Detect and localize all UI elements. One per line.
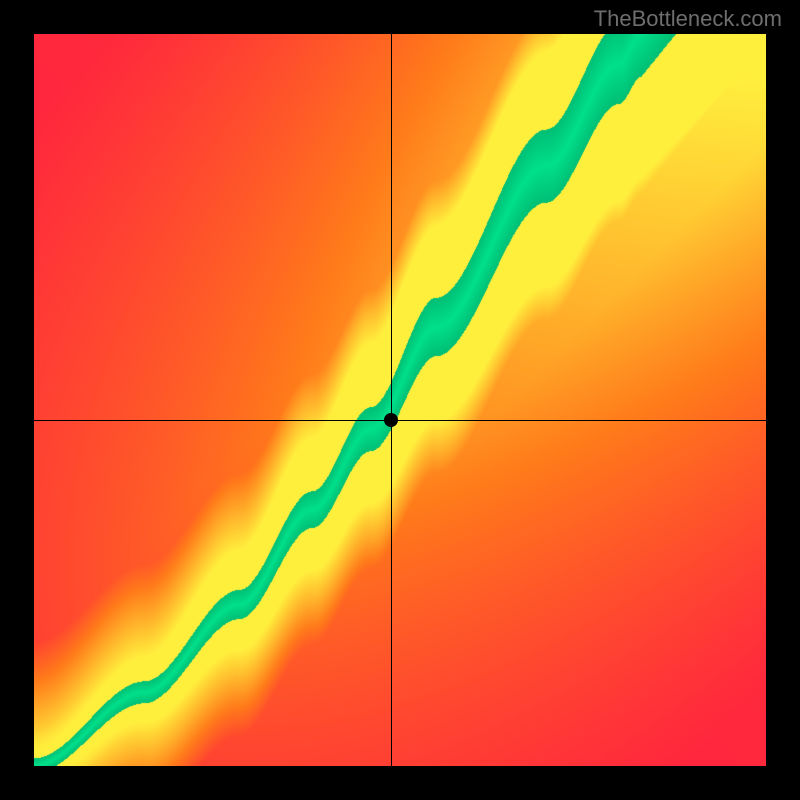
data-point-marker	[384, 413, 398, 427]
watermark-text: TheBottleneck.com	[594, 6, 782, 32]
crosshair-horizontal	[34, 420, 766, 421]
heatmap-canvas	[34, 34, 766, 766]
crosshair-vertical	[391, 34, 392, 766]
outer-frame: TheBottleneck.com	[0, 0, 800, 800]
